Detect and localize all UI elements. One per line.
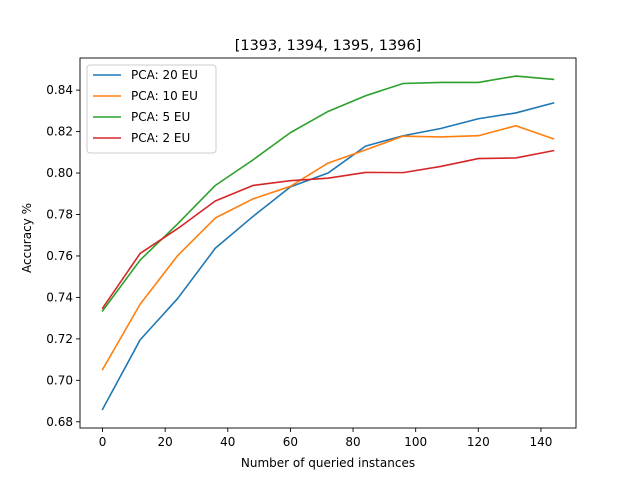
x-tick-label: 80: [345, 435, 360, 449]
y-axis-label: Accuracy %: [20, 203, 34, 273]
x-tick-label: 140: [529, 435, 552, 449]
axes-frame: [79, 57, 577, 429]
plot-area: [79, 57, 577, 429]
x-tick-label: 100: [404, 435, 427, 449]
x-axis-label: Number of queried instances: [241, 456, 415, 470]
y-tick-label: 0.74: [46, 290, 73, 304]
axis-ticks: 0 20 40 60 80 100 120 140 0.68 0.70 0.72 0.74 0.76 0.…: [46, 83, 552, 449]
y-tick-label: 0.84: [46, 83, 73, 97]
legend-label-3: PCA: 5 EU: [131, 110, 190, 124]
y-tick-label: 0.76: [46, 249, 73, 263]
legend-label-1: PCA: 20 EU: [131, 68, 198, 82]
legend-label-4: PCA: 2 EU: [131, 131, 190, 145]
series-line-4: [101, 149, 555, 310]
legend-box: [86, 64, 217, 154]
series-line-2: [101, 124, 555, 371]
x-tick-label: 20: [158, 435, 173, 449]
legend-label-2: PCA: 10 EU: [131, 89, 198, 103]
x-tick-label: 120: [467, 435, 490, 449]
legend: PCA: 20 EU PCA: 10 EU PCA: 5 EU PCA: 2 EU: [86, 64, 217, 154]
y-tick-label: 0.70: [46, 373, 73, 387]
y-tick-label: 0.82: [46, 125, 73, 139]
x-tick-label: 40: [220, 435, 235, 449]
y-tick-label: 0.68: [46, 415, 73, 429]
chart-title: [1393, 1394, 1395, 1396]: [235, 38, 422, 54]
x-tick-label: 0: [99, 435, 107, 449]
y-tick-label: 0.78: [46, 207, 73, 221]
y-tick-label: 0.80: [46, 166, 73, 180]
x-tick-label: 60: [283, 435, 298, 449]
series-line-3: [101, 75, 555, 313]
series-line-1: [101, 102, 555, 411]
y-tick-label: 0.72: [46, 332, 73, 346]
